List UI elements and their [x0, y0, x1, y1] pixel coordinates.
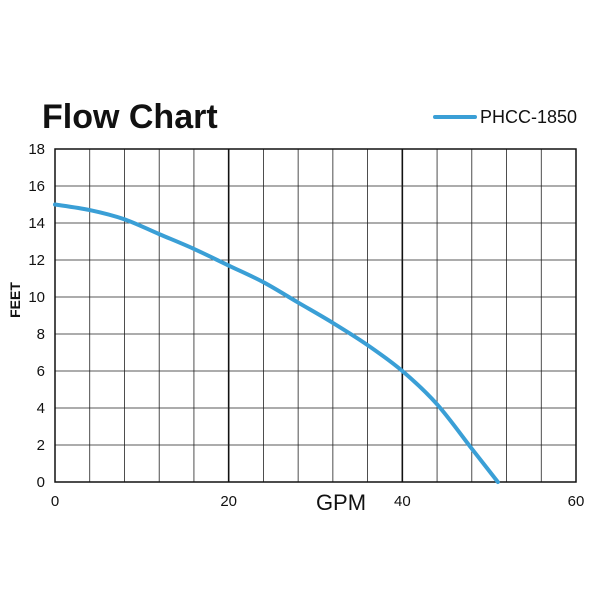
y-tick-label: 18 [28, 141, 45, 158]
chart-title: Flow Chart [42, 98, 218, 136]
legend: PHCC-1850 [433, 107, 577, 127]
x-axis-label: GPM [316, 490, 366, 515]
y-axis-label: FEET [7, 282, 23, 318]
legend-label: PHCC-1850 [480, 107, 577, 127]
x-tick-label: 0 [51, 493, 59, 510]
y-tick-label: 4 [37, 400, 45, 417]
x-tick-label: 40 [394, 493, 411, 510]
series-line-phcc-1850 [53, 202, 500, 484]
plot-frame [54, 148, 577, 483]
x-axis-ticks: 0 20 40 60 [51, 493, 585, 510]
y-tick-label: 8 [37, 326, 45, 343]
y-tick-label: 16 [28, 178, 45, 195]
y-tick-label: 12 [28, 252, 45, 269]
y-tick-label: 2 [37, 437, 45, 454]
y-tick-label: 14 [28, 215, 45, 232]
y-tick-label: 6 [37, 363, 45, 380]
x-tick-label: 60 [568, 493, 585, 510]
y-tick-label: 10 [28, 289, 45, 306]
grid [55, 149, 576, 482]
y-axis-ticks: 0 2 4 6 8 10 12 14 16 18 [28, 141, 45, 491]
y-tick-label: 0 [37, 474, 45, 491]
x-tick-label: 20 [220, 493, 237, 510]
